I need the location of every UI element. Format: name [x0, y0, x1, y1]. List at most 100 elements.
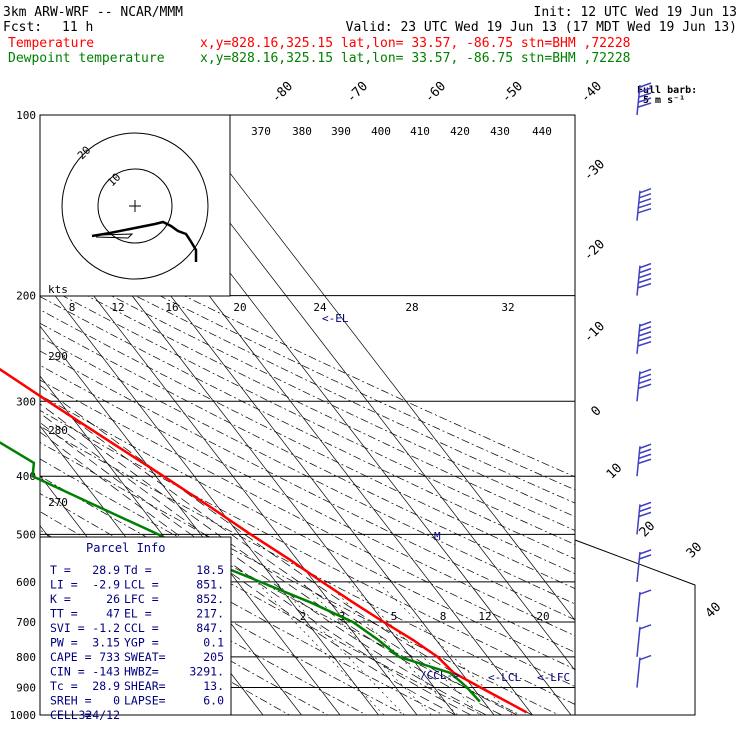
theta-e-label: 380 [292, 125, 312, 138]
wind-barb [636, 589, 652, 623]
wind-barb-staff [636, 190, 641, 221]
pressure-tick-label: 600 [16, 576, 36, 589]
full-barb-units: 5 m s⁻¹ [643, 95, 685, 106]
wind-barb-staff [636, 265, 641, 296]
parcel-info-cell: -1.2 [92, 621, 120, 635]
isotherm-line [40, 275, 379, 715]
wind-barb [636, 187, 652, 221]
moist-adiabat-line [40, 403, 502, 715]
pressure-tick-label: 200 [16, 290, 36, 303]
parcel-info-cell: SVI = [50, 621, 85, 635]
parcel-info-cell: 0 [113, 694, 120, 708]
moist-adiabat-line [40, 431, 456, 715]
wind-barb-flag [638, 453, 652, 459]
isotherm-label: 20 [637, 519, 659, 541]
hodograph-speed-label: 32 [501, 301, 514, 314]
parcel-info-panel: Parcel Info T = 28.9 Td = 18.5 LI = -2.9 LCL =… [39, 536, 232, 722]
hodograph-speed-label: 20 [233, 301, 246, 314]
wind-barb-flag [638, 92, 652, 98]
legend-temperature-name: Temperature [8, 36, 94, 51]
hodograph-trace-thin [95, 233, 134, 239]
isotherm-label: 40 [703, 600, 725, 622]
wind-barb-flag [639, 187, 652, 194]
moist-adiabat-line [40, 412, 487, 715]
wind-barb-flag [638, 277, 652, 284]
isotherm-label: 0 [588, 403, 604, 419]
dry-adiabat-line [40, 234, 575, 491]
dry-adiabat-line [40, 425, 575, 705]
hodograph-ring-inner [97, 168, 173, 244]
parcel-info-cell: CELL = [50, 708, 92, 722]
wind-barb-flag [638, 331, 652, 337]
dry-adiabat-line [40, 350, 575, 621]
isotherm-label: 30 [684, 540, 706, 562]
isotherm-label: -30 [581, 157, 608, 184]
dry-adiabat-line [40, 309, 575, 575]
mixing-ratio-line [348, 581, 482, 715]
isotherm-label: -50 [499, 79, 526, 106]
parcel-info-cell: SHEAR= [124, 679, 166, 693]
wind-barb-flag [639, 443, 652, 449]
wind-barb-flag [639, 654, 652, 661]
dry-adiabat-line [40, 511, 406, 715]
legend-dewpoint-name: Dewpoint temperature [8, 51, 165, 66]
wind-barb-flag [639, 549, 652, 555]
full-barb-label: Full barb: [637, 85, 697, 96]
wind-barb-flag [638, 383, 652, 389]
mixing-ratio-label: 20 [536, 610, 549, 623]
wind-barb-staff [636, 371, 641, 402]
parcel-info-cell: 733 [99, 650, 120, 664]
wind-barb-staff [636, 626, 641, 657]
wind-barb-flag [639, 192, 652, 199]
temperature-profile [0, 367, 528, 714]
mixing-ratio-label: 12 [478, 610, 491, 623]
wind-barb [636, 443, 652, 477]
wind-barb-flag [638, 197, 652, 204]
theta-e-label: 370 [251, 125, 271, 138]
wind-barb-flag [639, 589, 652, 595]
wind-barb [636, 549, 652, 582]
pressure-tick-label: 100 [16, 109, 36, 122]
parcel-info-cell: 851. [196, 578, 224, 592]
pressure-tick-label: 900 [16, 682, 36, 695]
wind-barb-flag [638, 282, 652, 289]
parcel-info-cell: PW = [50, 636, 78, 650]
theta-e-label: 410 [410, 125, 430, 138]
parcel-info-cell: T = [50, 563, 71, 577]
wind-barb-staff [636, 446, 641, 477]
wind-barb [636, 82, 652, 116]
wind-barb-flag [638, 202, 652, 209]
mixing-ratio-line [377, 581, 513, 715]
dry-adiabat-line [40, 336, 575, 605]
wind-barb-staff [636, 591, 641, 623]
parcel-info-cell: K = [50, 592, 71, 606]
wind-barb [636, 321, 652, 354]
mixing-ratio-label: 8 [440, 610, 447, 623]
wind-barb-flag [639, 321, 652, 327]
theta-e-label: 440 [532, 125, 552, 138]
parcel-info-cell: 26 [106, 592, 120, 606]
wind-barb [636, 501, 652, 535]
parcel-info-cell: CIN = [50, 665, 85, 679]
parcel-info-cell: -2.9 [92, 578, 120, 592]
wind-barb [636, 624, 652, 657]
wind-barb-flag [638, 511, 652, 518]
hodograph-speed-label: 12 [111, 301, 124, 314]
parcel-info-cell: HWBZ= [124, 665, 159, 679]
theta-label: 280 [48, 424, 68, 437]
dry-adiabat-line [40, 441, 560, 715]
header-model: 3km ARW-WRF -- NCAR/MMM [3, 5, 183, 20]
mixing-ratio-line [325, 581, 458, 715]
isotherm-label: 10 [604, 461, 626, 483]
pressure-tick-label: 1000 [10, 709, 37, 722]
parcel-info-cell: Tc = [50, 679, 78, 693]
parcel-info-cell: 217. [196, 607, 224, 621]
parcel-info-cell: 3291. [189, 665, 224, 679]
parcel-info-cell: CAPE = [50, 650, 92, 664]
wind-barb [636, 262, 652, 296]
hodograph-speed-label: 16 [165, 301, 178, 314]
wind-barb-flag [639, 267, 652, 274]
dry-adiabat-line [40, 379, 575, 653]
